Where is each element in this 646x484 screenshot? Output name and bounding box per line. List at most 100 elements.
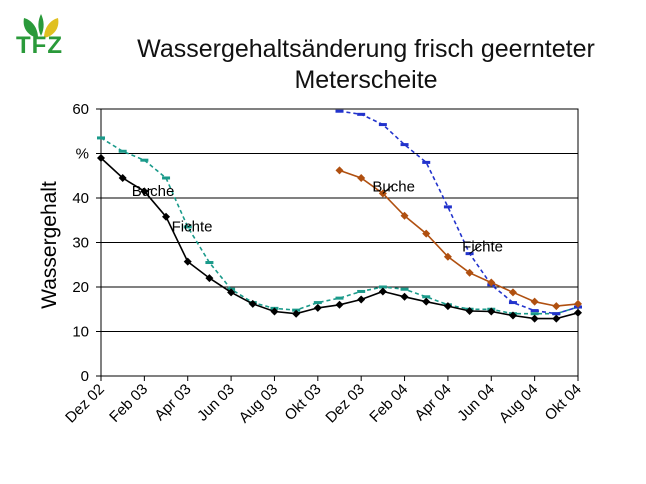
annotation-label-2: Buche: [372, 178, 415, 195]
logo-leaf-right: [44, 18, 59, 38]
annotation-leader-0: [187, 224, 192, 228]
data-point-2-5: [443, 205, 452, 209]
data-point-3-1: [357, 173, 366, 182]
data-point-3-4: [422, 229, 431, 238]
y-axis-label: Wassergehalt: [38, 181, 61, 309]
data-point-2-9: [530, 309, 539, 313]
series-buche-2: [335, 166, 582, 311]
annotation-leader-1: [144, 188, 152, 192]
logo-text: TFZ: [16, 32, 63, 59]
data-point-1-16: [443, 302, 452, 311]
data-point-0-15: [422, 295, 431, 299]
series-buche-1: [97, 153, 582, 323]
y-axis: 0 10 20 30 40% 60: [72, 101, 101, 385]
data-point-1-1: [118, 173, 127, 182]
data-point-0-11: [335, 296, 344, 300]
annotation-label-3: Fichte: [462, 238, 503, 255]
data-point-1-19: [508, 311, 517, 320]
data-point-1-5: [205, 274, 214, 283]
data-point-1-18: [487, 307, 496, 316]
data-point-2-3: [400, 143, 409, 147]
data-point-1-4: [183, 257, 192, 266]
x-tick-label-4: Aug 03: [236, 381, 282, 427]
y-tick-label-0: 0: [81, 368, 89, 385]
x-tick-label-8: Apr 04: [411, 381, 454, 424]
chart-title-line-2: Meterscheite: [294, 66, 438, 94]
x-tick-label-2: Apr 03: [151, 381, 194, 424]
data-point-1-12: [357, 295, 366, 304]
data-point-1-14: [400, 292, 409, 301]
data-point-1-13: [378, 287, 387, 296]
data-point-3-7: [487, 278, 496, 287]
x-tick-label-10: Aug 04: [496, 381, 542, 427]
x-tick-label-6: Dez 03: [322, 381, 368, 427]
annotations: Fichte Buche Buche Fichte: [132, 178, 503, 255]
data-point-3-0: [335, 166, 344, 175]
annotation-label-0: Fichte: [172, 218, 213, 235]
series-line-3: [339, 169, 579, 307]
data-point-1-20: [530, 314, 539, 323]
data-point-1-7: [248, 299, 257, 308]
data-point-0-10: [313, 301, 322, 305]
data-point-0-0: [97, 136, 105, 140]
data-point-1-22: [574, 308, 582, 317]
data-point-2-0: [335, 109, 344, 113]
chart-title: Wassergehaltsänderung frisch geernteter …: [96, 34, 636, 96]
annotation-leader-3: [469, 245, 481, 255]
data-point-1-15: [422, 297, 431, 306]
logo-leaf-center: [38, 14, 44, 36]
data-point-3-8: [508, 288, 517, 297]
y-tick-label-50: %: [76, 146, 89, 163]
data-point-3-5: [443, 252, 452, 261]
data-point-0-13: [378, 285, 387, 289]
data-point-2-8: [508, 301, 517, 305]
tfz-logo: [23, 14, 59, 38]
data-point-1-9: [292, 309, 301, 318]
series-line-0: [100, 137, 579, 315]
data-point-0-2: [140, 158, 149, 162]
data-point-1-17: [465, 307, 474, 316]
x-tick-label-1: Feb 03: [106, 381, 151, 426]
series-line-2: [339, 110, 579, 315]
data-point-3-10: [552, 302, 561, 311]
series-fichte-2: [335, 109, 582, 316]
x-tick-label-9: Jun 04: [454, 381, 498, 425]
data-point-2-4: [422, 160, 431, 164]
data-point-0-14: [400, 287, 409, 291]
data-point-3-6: [465, 268, 474, 277]
data-point-0-12: [357, 289, 366, 293]
y-tick-label-10: 10: [72, 324, 89, 341]
y-tick-label-20: 20: [72, 279, 89, 296]
x-tick-label-5: Okt 03: [281, 381, 324, 424]
x-tick-label-3: Jun 03: [194, 381, 238, 425]
annotation-label-1: Buche: [132, 183, 175, 200]
grid-lines: [101, 153, 578, 332]
data-point-0-3: [162, 176, 171, 180]
data-point-2-1: [357, 112, 366, 116]
series-group: [97, 109, 582, 323]
y-tick-label-60: 60: [72, 101, 89, 118]
data-point-2-2: [378, 123, 387, 127]
data-point-0-1: [118, 149, 127, 153]
logo-leaf-left: [23, 18, 38, 38]
data-point-1-10: [313, 303, 322, 312]
y-tick-label-30: 30: [72, 235, 89, 252]
data-point-1-0: [97, 153, 105, 162]
data-point-3-9: [530, 297, 539, 306]
data-point-1-8: [270, 307, 279, 316]
annotation-leader-2: [382, 185, 393, 194]
data-point-0-20: [530, 312, 539, 316]
data-point-3-11: [574, 299, 582, 308]
x-tick-label-7: Feb 04: [366, 381, 411, 426]
data-point-1-3: [162, 212, 171, 221]
data-point-3-3: [400, 211, 409, 220]
chart-title-line-1: Wassergehaltsänderung frisch geernteter: [137, 35, 595, 63]
y-tick-label-40: 40: [72, 190, 89, 207]
data-point-1-11: [335, 300, 344, 309]
data-point-2-10: [552, 312, 561, 316]
data-point-1-6: [227, 288, 236, 297]
x-tick-label-11: Okt 04: [542, 381, 585, 424]
data-point-1-21: [552, 314, 561, 323]
